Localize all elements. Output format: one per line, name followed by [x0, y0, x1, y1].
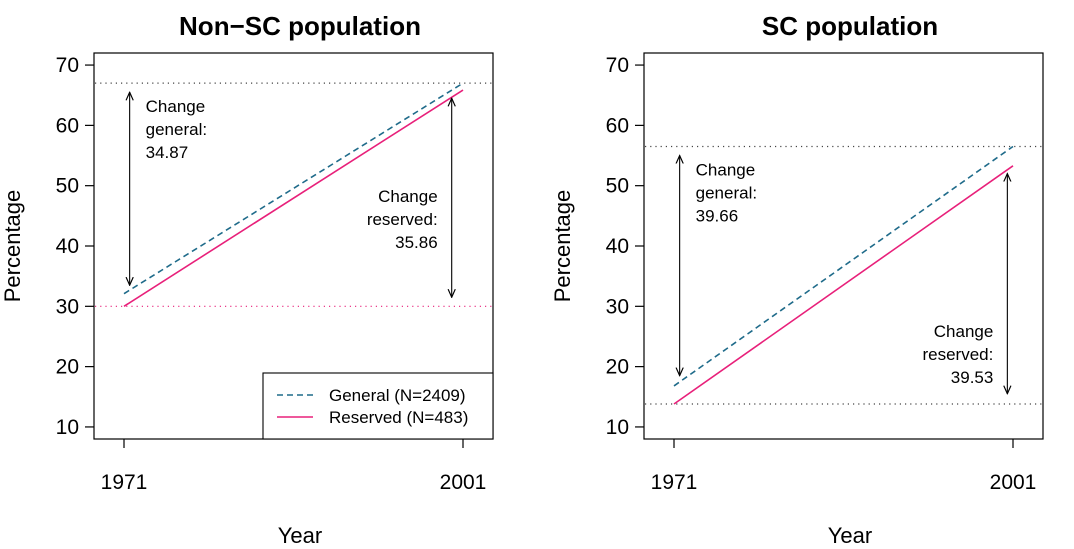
y-axis-label: Percentage — [0, 190, 25, 303]
chart-panel-sc: SC population Year Percentage 10 20 30 40 50 60 7… — [550, 11, 1044, 548]
y-tick-label: 10 — [56, 416, 79, 439]
y-axis-label: Percentage — [550, 190, 575, 303]
annotation-text: 39.66 — [696, 207, 739, 226]
y-tick-label: 20 — [606, 356, 629, 379]
y-tick-label: 70 — [56, 54, 79, 77]
y-tick-label: 60 — [56, 114, 79, 137]
series-line-general — [673, 145, 1014, 387]
y-tick-label: 40 — [606, 235, 629, 258]
annotation-text: 34.87 — [146, 143, 189, 162]
y-tick-label: 30 — [606, 295, 629, 318]
annotation-text: Change — [146, 97, 206, 116]
annotation-text: Change — [696, 161, 756, 180]
y-tick-label: 40 — [56, 235, 79, 258]
y-tick-label: 10 — [606, 416, 629, 439]
y-tick-label: 50 — [606, 175, 629, 198]
x-tick-label: 2001 — [990, 471, 1037, 494]
annotation-text: Change — [378, 187, 438, 206]
y-tick-label: 20 — [56, 356, 79, 379]
annotation-text: general: — [696, 184, 757, 203]
legend-entry: General (N=2409) — [329, 386, 466, 405]
legend-entry: Reserved (N=483) — [329, 408, 468, 427]
series-line-general — [123, 82, 464, 295]
x-tick-label: 2001 — [440, 471, 487, 494]
y-tick-label: 30 — [56, 295, 79, 318]
x-axis-label: Year — [828, 523, 872, 548]
x-tick-label: 1971 — [651, 471, 698, 494]
annotation-text: reserved: — [922, 345, 993, 364]
y-tick-label: 50 — [56, 175, 79, 198]
series-line-reserved — [123, 89, 464, 307]
annotation-text: 39.53 — [951, 368, 994, 387]
x-axis-label: Year — [278, 523, 322, 548]
chart-panel-non-sc: Non−SC population Year Percentage 10 20 30 40 5… — [0, 11, 494, 548]
y-tick-label: 70 — [606, 54, 629, 77]
y-tick-label: 60 — [606, 114, 629, 137]
annotation-text: Change — [934, 322, 994, 341]
annotation-text: 35.86 — [395, 233, 438, 252]
chart-title: Non−SC population — [179, 11, 421, 41]
chart-title: SC population — [762, 11, 938, 41]
series-line-reserved — [673, 165, 1014, 405]
legend-box — [262, 372, 494, 440]
annotation-text: general: — [146, 120, 207, 139]
annotation-text: reserved: — [367, 210, 438, 229]
x-tick-label: 1971 — [101, 471, 148, 494]
